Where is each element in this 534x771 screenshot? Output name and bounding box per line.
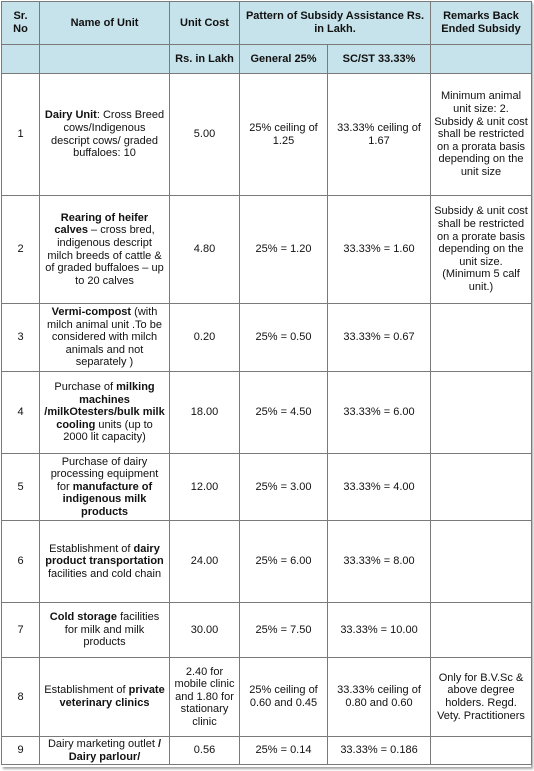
table-row: 1 Dairy Unit: Cross Breed cows/Indigenou… (1, 73, 532, 196)
row-name-rest: units (up to 2000 lit capacity) (63, 418, 153, 444)
row-name-pre: Dairy marketing outlet (47, 737, 158, 750)
row-remarks (430, 303, 532, 372)
row-name-rest: (with milch animal unit .To be considere… (47, 306, 162, 369)
row-name-rest: facilities and cold chain (47, 567, 162, 580)
row-name-pre: Purchase of dairy processing equipment f… (50, 455, 159, 493)
row-cost: 5.00 (169, 73, 240, 196)
subheader-row: Rs. in Lakh General 25% SC/ST 33.33% (1, 44, 532, 74)
row-remarks (430, 453, 532, 521)
row-general: 25% = 3.00 (239, 453, 328, 521)
row-name: Purchase of milking machines /milkOteste… (39, 371, 170, 454)
row-name-bold: manufacture of indigenous milk products (62, 480, 153, 518)
header-remarks: Remarks Back Ended Subsidy (430, 1, 532, 45)
row-name: Cold storage facilities for milk and mil… (39, 602, 170, 658)
row-remarks: Subsidy & unit cost shall be restricted … (430, 195, 532, 304)
row-name-bold: private veterinary clinics (59, 684, 165, 709)
subheader-blank-name (39, 44, 170, 74)
table-row: 7 Cold storage facilities for milk and m… (1, 602, 532, 658)
row-name-bold: Dairy Unit (44, 109, 97, 122)
row-cost: 4.80 (169, 195, 240, 304)
row-scst: 33.33% = 0.186 (327, 736, 431, 765)
subheader-unit-cost: Rs. in Lakh (169, 44, 240, 74)
row-cost: 30.00 (169, 602, 240, 658)
table-row: 6 Establishment of dairy product transpo… (1, 520, 532, 603)
row-general: 25% ceiling of 1.25 (239, 73, 328, 196)
header-name-of-unit: Name of Unit (39, 1, 170, 45)
header-sr-no: Sr. No (1, 1, 40, 45)
row-name: Purchase of dairy processing equipment f… (39, 453, 170, 521)
row-cost: 18.00 (169, 371, 240, 454)
row-name-bold: milking machines /milkOtesters/bulk milk… (44, 381, 165, 431)
row-cost: 24.00 (169, 520, 240, 603)
row-scst: 33.33% = 1.60 (327, 195, 431, 304)
row-cost: 0.56 (169, 736, 240, 765)
row-name: Dairy marketing outlet / Dairy parlour/ (39, 736, 170, 765)
row-name: Establishment of dairy product transport… (39, 520, 170, 603)
row-name-rest: : Cross Breed cows/Indigenous descript c… (51, 109, 165, 160)
row-cost: 2.40 for mobile clinic and 1.80 for stat… (169, 657, 240, 737)
row-scst: 33.33% = 0.67 (327, 303, 431, 372)
table-row: 3 Vermi-compost (with milch animal unit … (1, 303, 532, 372)
row-sr: 9 (1, 736, 40, 765)
row-remarks (430, 736, 532, 765)
row-sr: 5 (1, 453, 40, 521)
row-scst: 33.33% = 10.00 (327, 602, 431, 658)
row-name: Dairy Unit: Cross Breed cows/Indigenous … (39, 73, 170, 196)
row-name-bold: / Dairy parlour/ (68, 737, 162, 763)
subheader-scst: SC/ST 33.33% (327, 44, 431, 74)
row-sr: 8 (1, 657, 40, 737)
header-row: Sr. No Name of Unit Unit Cost Pattern of… (1, 1, 532, 45)
row-name-pre: Establishment of (44, 684, 129, 697)
row-name-bold: Cold storage (49, 611, 118, 624)
row-name: Rearing of heifer calves – cross bred, i… (39, 195, 170, 304)
row-sr: 1 (1, 73, 40, 196)
subheader-blank-sr (1, 44, 40, 74)
row-general: 25% = 1.20 (239, 195, 328, 304)
row-sr: 4 (1, 371, 40, 454)
row-name: Establishment of private veterinary clin… (39, 657, 170, 737)
row-remarks: Minimum animal unit size: 2. Subsidy & u… (430, 73, 532, 196)
row-name: Vermi-compost (with milch animal unit .T… (39, 303, 170, 372)
row-name-rest: facilities for milk and milk products (64, 611, 160, 649)
row-scst: 33.33% = 6.00 (327, 371, 431, 454)
row-general: 25% ceiling of 0.60 and 0.45 (239, 657, 328, 737)
row-remarks (430, 520, 532, 603)
row-general: 25% = 0.50 (239, 303, 328, 372)
header-unit-cost: Unit Cost (169, 1, 240, 45)
row-sr: 6 (1, 520, 40, 603)
row-general: 25% = 0.14 (239, 736, 328, 765)
row-name-bold: dairy product transportation (45, 542, 164, 568)
row-sr: 3 (1, 303, 40, 372)
row-general: 25% = 4.50 (239, 371, 328, 454)
row-sr: 2 (1, 195, 40, 304)
header-pattern-of-subsidy: Pattern of Subsidy Assistance Rs. in Lak… (239, 1, 431, 45)
row-name-bold: Vermi-compost (51, 306, 132, 319)
row-cost: 12.00 (169, 453, 240, 521)
table-row: 5 Purchase of dairy processing equipment… (1, 453, 532, 521)
row-scst: 33.33% ceiling of 0.80 and 0.60 (327, 657, 431, 737)
row-scst: 33.33% = 4.00 (327, 453, 431, 521)
subheader-general: General 25% (239, 44, 328, 74)
row-general: 25% = 7.50 (239, 602, 328, 658)
row-cost: 0.20 (169, 303, 240, 372)
table-row: 4 Purchase of milking machines /milkOtes… (1, 371, 532, 454)
row-remarks (430, 371, 532, 454)
row-name-bold: Rearing of heifer calves (54, 211, 149, 237)
row-remarks (430, 602, 532, 658)
table-row: 9 Dairy marketing outlet / Dairy parlour… (1, 736, 532, 765)
row-sr: 7 (1, 602, 40, 658)
row-name-rest: – cross bred, indigenous descript milch … (45, 224, 164, 287)
table-row: 2 Rearing of heifer calves – cross bred,… (1, 195, 532, 304)
row-scst: 33.33% ceiling of 1.67 (327, 73, 431, 196)
row-scst: 33.33% = 8.00 (327, 520, 431, 603)
row-general: 25% = 6.00 (239, 520, 328, 603)
table-row: 8 Establishment of private veterinary cl… (1, 657, 532, 737)
row-name-pre: Purchase of (54, 381, 117, 394)
row-name-pre: Establishment of (49, 542, 134, 555)
row-remarks: Only for B.V.Sc & above degree holders. … (430, 657, 532, 737)
subheader-blank-remarks (430, 44, 532, 74)
